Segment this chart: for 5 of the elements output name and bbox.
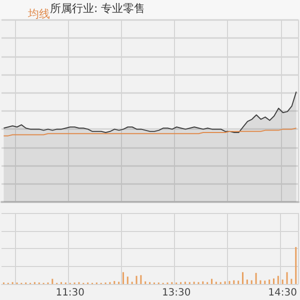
x-tick-label: 14:30 bbox=[268, 288, 298, 298]
text: 均线 bbox=[27, 8, 50, 20]
x-tick-label: 13:30 bbox=[162, 288, 191, 298]
x-tick-label: 11:30 bbox=[56, 288, 85, 298]
text: 所属行业: 专业零售 bbox=[50, 2, 146, 15]
